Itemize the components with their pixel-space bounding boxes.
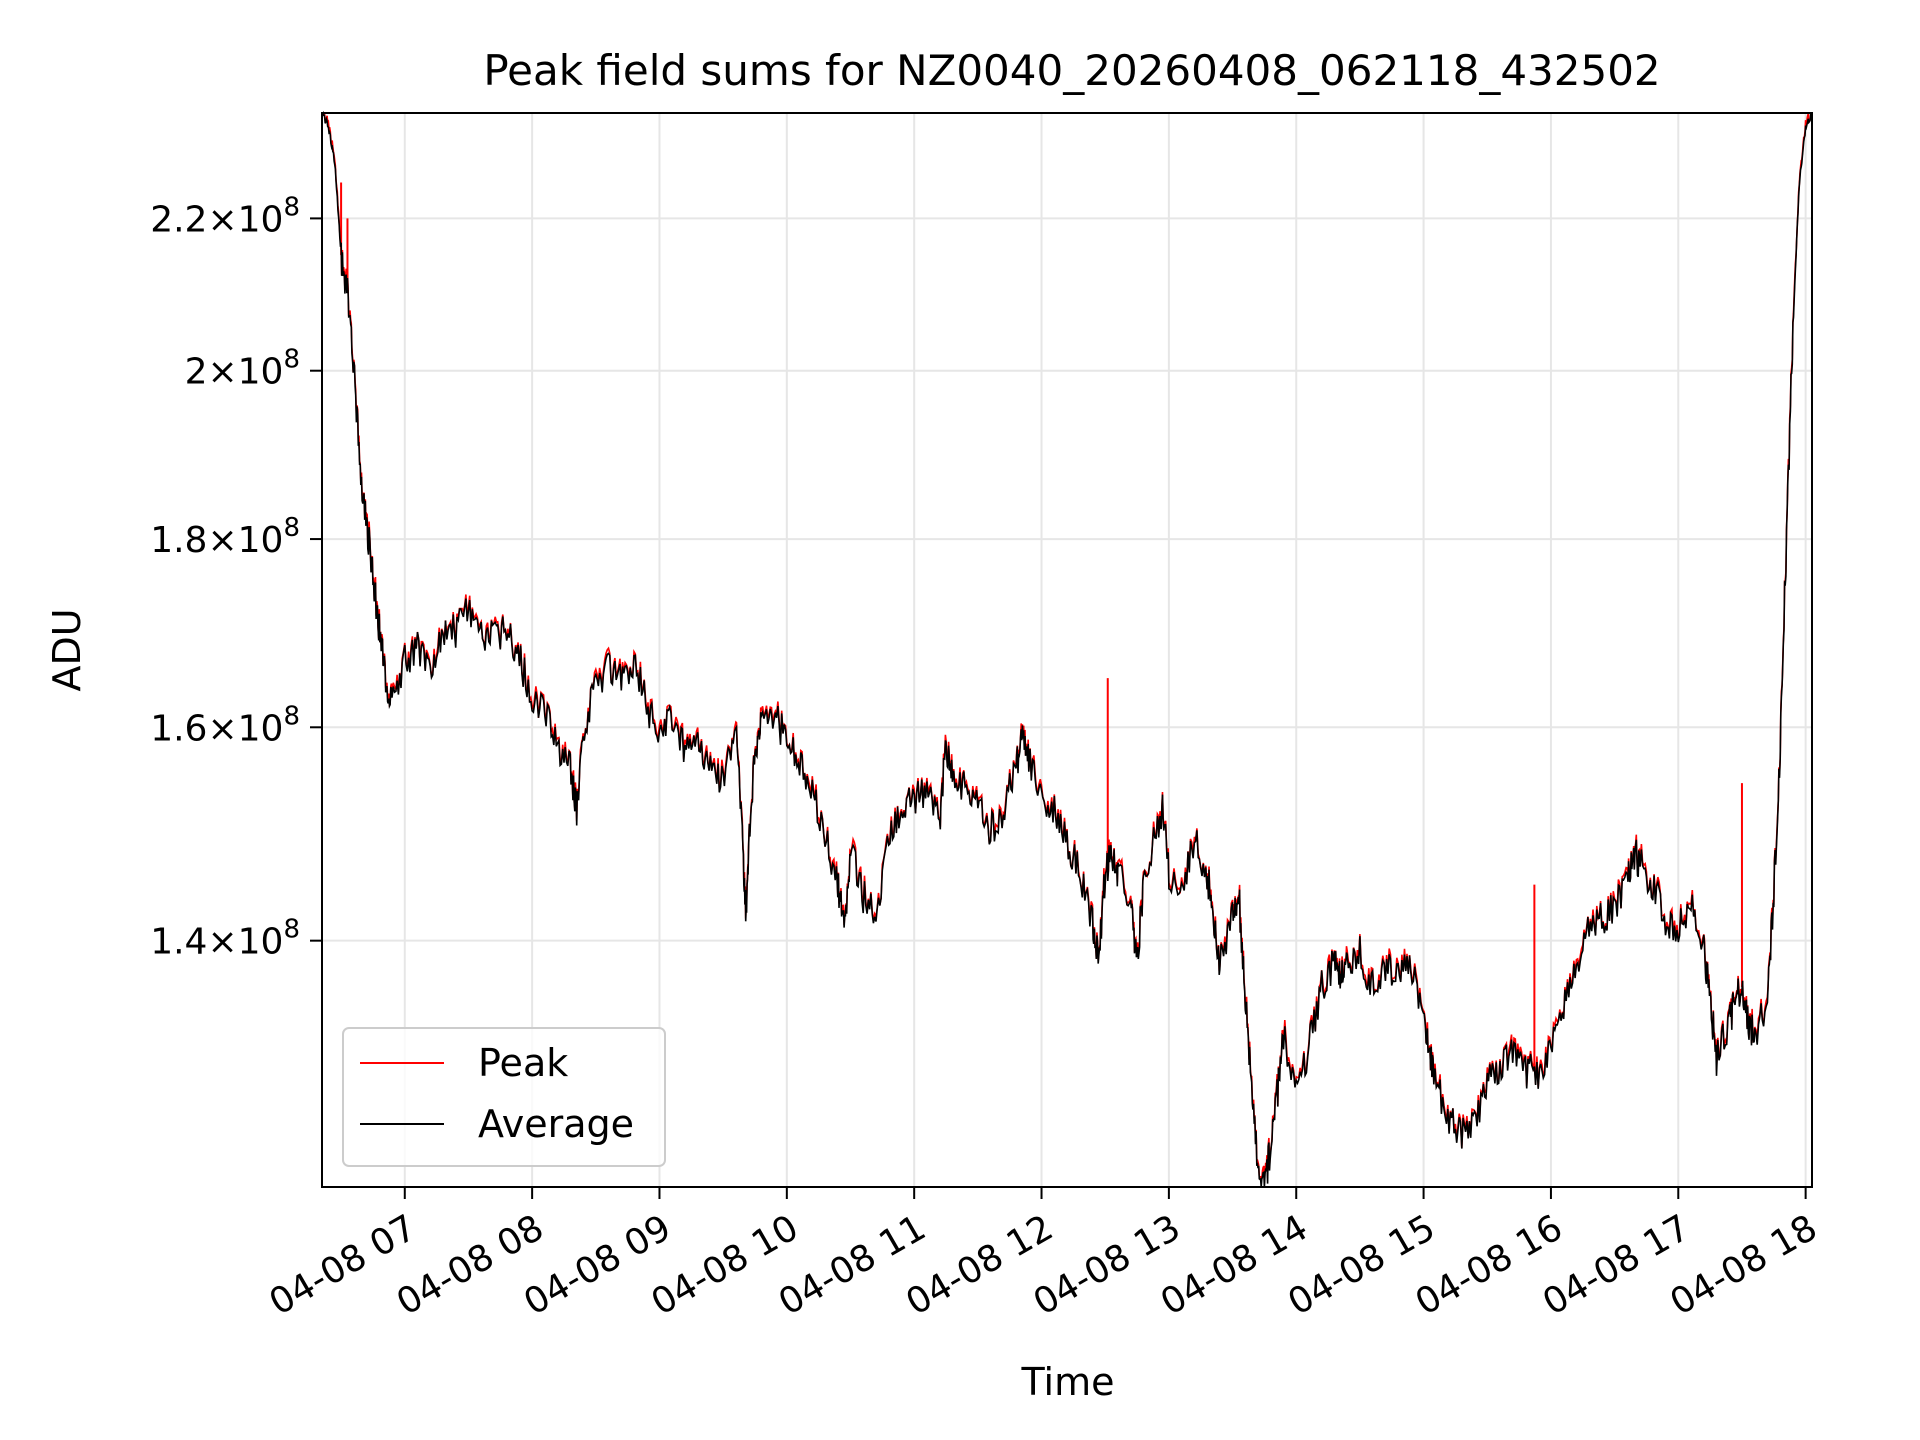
x-tick-label: 04-08 11 [772, 1207, 933, 1323]
y-tick-exponent: 8 [283, 192, 300, 222]
y-tick-base: 10 [238, 520, 284, 561]
y-tick-label: 2×108 [185, 345, 300, 393]
grid-lines [322, 113, 1812, 1187]
y-tick-base: 10 [238, 199, 284, 240]
y-tick-times: × [207, 922, 237, 963]
x-tick-label: 04-08 08 [390, 1207, 551, 1323]
y-tick-label: 1.4×108 [150, 915, 300, 963]
y-tick-times: × [207, 520, 237, 561]
plot-frame [321, 112, 1813, 1188]
legend-label-peak: Peak [478, 1041, 568, 1085]
x-tick-label: 04-08 13 [1027, 1207, 1188, 1323]
legend-label-average: Average [478, 1102, 634, 1146]
x-axis-label: Time [1021, 1360, 1115, 1404]
y-tick-label: 2.2×108 [150, 192, 300, 240]
y-tick-times: × [207, 708, 237, 749]
series-line-peak [322, 112, 1812, 1184]
y-tick-mantissa: 1.8 [150, 520, 207, 561]
y-tick-exponent: 8 [283, 701, 300, 731]
y-tick-mantissa: 1.6 [150, 708, 207, 749]
chart-title: Peak field sums for NZ0040_20260408_0621… [483, 46, 1660, 95]
y-tick-exponent: 8 [283, 345, 300, 375]
x-tick-label: 04-08 16 [1409, 1207, 1570, 1323]
y-tick-exponent: 8 [283, 513, 300, 543]
y-tick-base: 10 [238, 352, 284, 393]
y-tick-exponent: 8 [283, 915, 300, 945]
y-tick-label: 1.8×108 [150, 513, 300, 561]
y-tick-label: 1.6×108 [150, 701, 300, 749]
y-tick-mantissa: 2.2 [150, 199, 207, 240]
legend: Peak Average [342, 1027, 666, 1167]
y-tick-base: 10 [238, 708, 284, 749]
y-tick-mantissa: 2 [185, 352, 208, 393]
x-tick-label: 04-08 12 [899, 1207, 1060, 1323]
y-tick-times: × [207, 352, 237, 393]
y-tick-mantissa: 1.4 [150, 922, 207, 963]
x-tick-label: 04-08 09 [517, 1207, 678, 1323]
x-tick-label: 04-08 17 [1536, 1207, 1697, 1323]
x-tick-label: 04-08 15 [1281, 1207, 1442, 1323]
series-line-average [321, 110, 1813, 1188]
x-tick-label: 04-08 07 [263, 1207, 424, 1323]
y-axis-label: ADU [45, 608, 89, 691]
x-tick-label: 04-08 10 [645, 1207, 806, 1323]
y-tick-base: 10 [238, 922, 284, 963]
series-group [321, 110, 1813, 1188]
y-tick-times: × [207, 199, 237, 240]
x-tick-label: 04-08 18 [1663, 1207, 1824, 1323]
x-tick-label: 04-08 14 [1154, 1207, 1315, 1323]
